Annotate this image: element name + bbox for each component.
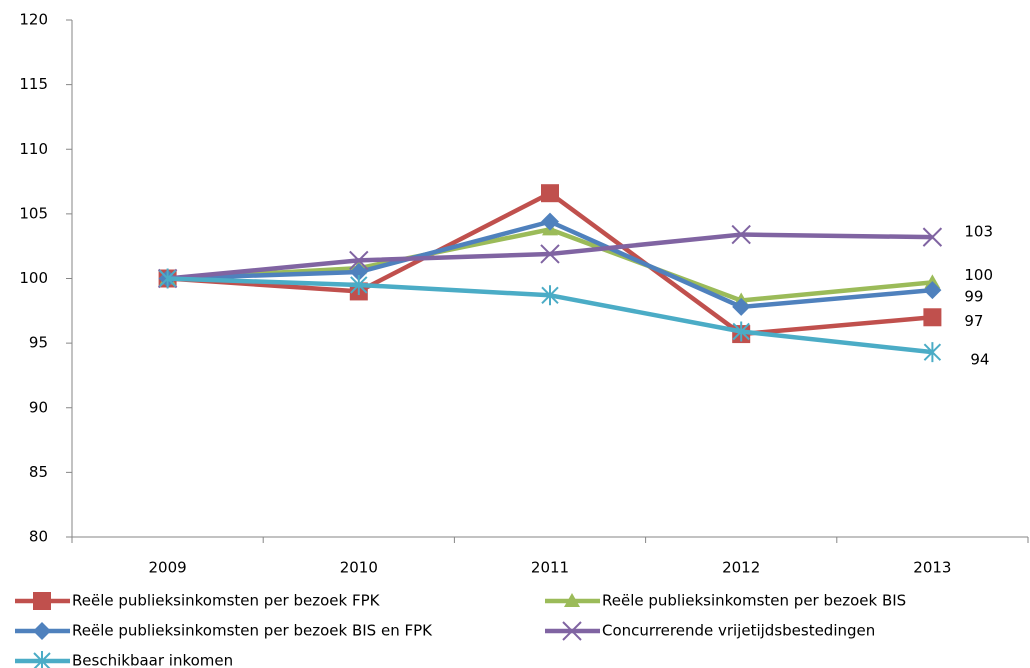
legend-label: Reële publieksinkomsten per bezoek FPK [72,592,381,610]
legend-item: Concurrerende vrijetijdsbestedingen [545,621,875,641]
y-tick-label: 95 [29,334,48,352]
marker [349,250,369,271]
marker [923,342,942,363]
marker [923,308,942,327]
legend-label: Concurrerende vrijetijdsbestedingen [602,622,875,640]
marker [158,268,177,289]
y-tick-label: 100 [19,269,48,287]
x-tick-label: 2013 [913,559,951,577]
legend-item: Beschikbaar inkomen [15,651,233,668]
marker [564,593,580,607]
marker [541,212,559,231]
marker [33,622,51,640]
data-label: 100 [964,266,993,284]
marker [731,224,751,245]
marker [350,274,368,295]
y-tick-label: 90 [29,398,48,416]
legend-label: Reële publieksinkomsten per bezoek BIS [602,592,906,610]
legend-label: Reële publieksinkomsten per bezoek BIS e… [72,622,433,640]
marker [33,592,51,610]
series: 99 [158,212,983,316]
marker [732,321,750,342]
data-label: 97 [964,312,983,330]
y-tick-label: 120 [19,11,48,29]
marker [732,297,751,316]
marker [562,621,582,641]
marker [541,285,559,306]
legend-item: Reële publieksinkomsten per bezoek BIS [545,592,906,610]
marker [349,263,368,282]
marker [541,184,559,203]
data-label: 103 [964,223,993,241]
series: 97 [158,184,983,344]
x-tick-label: 2009 [149,559,187,577]
y-tick-label: 80 [29,528,48,546]
y-tick-label: 115 [19,75,48,93]
data-label: 99 [964,288,983,306]
x-tick-label: 2012 [722,559,760,577]
legend-item: Reële publieksinkomsten per bezoek FPK [15,592,381,610]
y-tick-label: 105 [19,204,48,222]
marker [923,281,942,300]
y-tick-label: 110 [19,140,48,158]
x-tick-label: 2010 [340,559,378,577]
marker [922,227,943,247]
x-tick-label: 2011 [531,559,569,577]
legend-item: Reële publieksinkomsten per bezoek BIS e… [15,622,433,640]
legend-label: Beschikbaar inkomen [72,652,233,668]
y-tick-label: 85 [29,463,48,481]
series: 94 [158,268,989,369]
data-label: 94 [970,351,989,369]
marker [540,244,560,264]
